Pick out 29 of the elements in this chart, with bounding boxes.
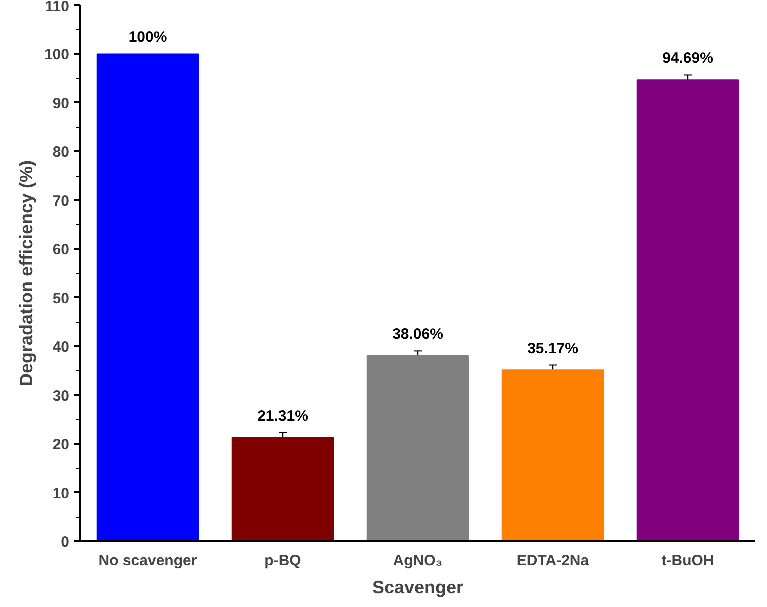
bar [366, 356, 470, 542]
y-tick-label: 50 [52, 290, 70, 308]
y-tick-label: 0 [61, 534, 70, 551]
y-tick-label: 100 [44, 46, 70, 64]
y-tick-label: 60 [52, 242, 70, 259]
y-axis-title: Degradation efficiency (%) [16, 160, 36, 387]
data-label: 100% [128, 29, 168, 46]
y-tick-label: 110 [45, 0, 70, 16]
y-tick-label: 40 [52, 339, 70, 356]
x-axis-title: Scavenger [372, 578, 464, 598]
y-tick-label: 90 [52, 95, 70, 112]
data-label: 35.17% [528, 340, 578, 358]
data-label: 21.31% [258, 408, 308, 425]
x-tick-label: AgNO₃ [393, 552, 443, 570]
x-tick-label: p-BQ [264, 552, 302, 570]
bar [636, 80, 740, 542]
y-tick-label: 80 [52, 144, 70, 162]
y-tick-label: 30 [52, 388, 70, 405]
bar [502, 370, 604, 542]
bar [96, 54, 200, 542]
y-tick-label: 20 [52, 436, 70, 454]
y-tick-label: 70 [52, 192, 70, 210]
y-tick-label: 10 [52, 485, 70, 502]
x-tick-label: t-BuOH [662, 552, 714, 570]
data-label: 38.06% [392, 326, 444, 344]
data-label: 94.69% [662, 50, 714, 68]
bar [232, 437, 334, 542]
x-tick-label: No scavenger [98, 552, 198, 570]
x-tick-label: EDTA-2Na [516, 552, 590, 570]
